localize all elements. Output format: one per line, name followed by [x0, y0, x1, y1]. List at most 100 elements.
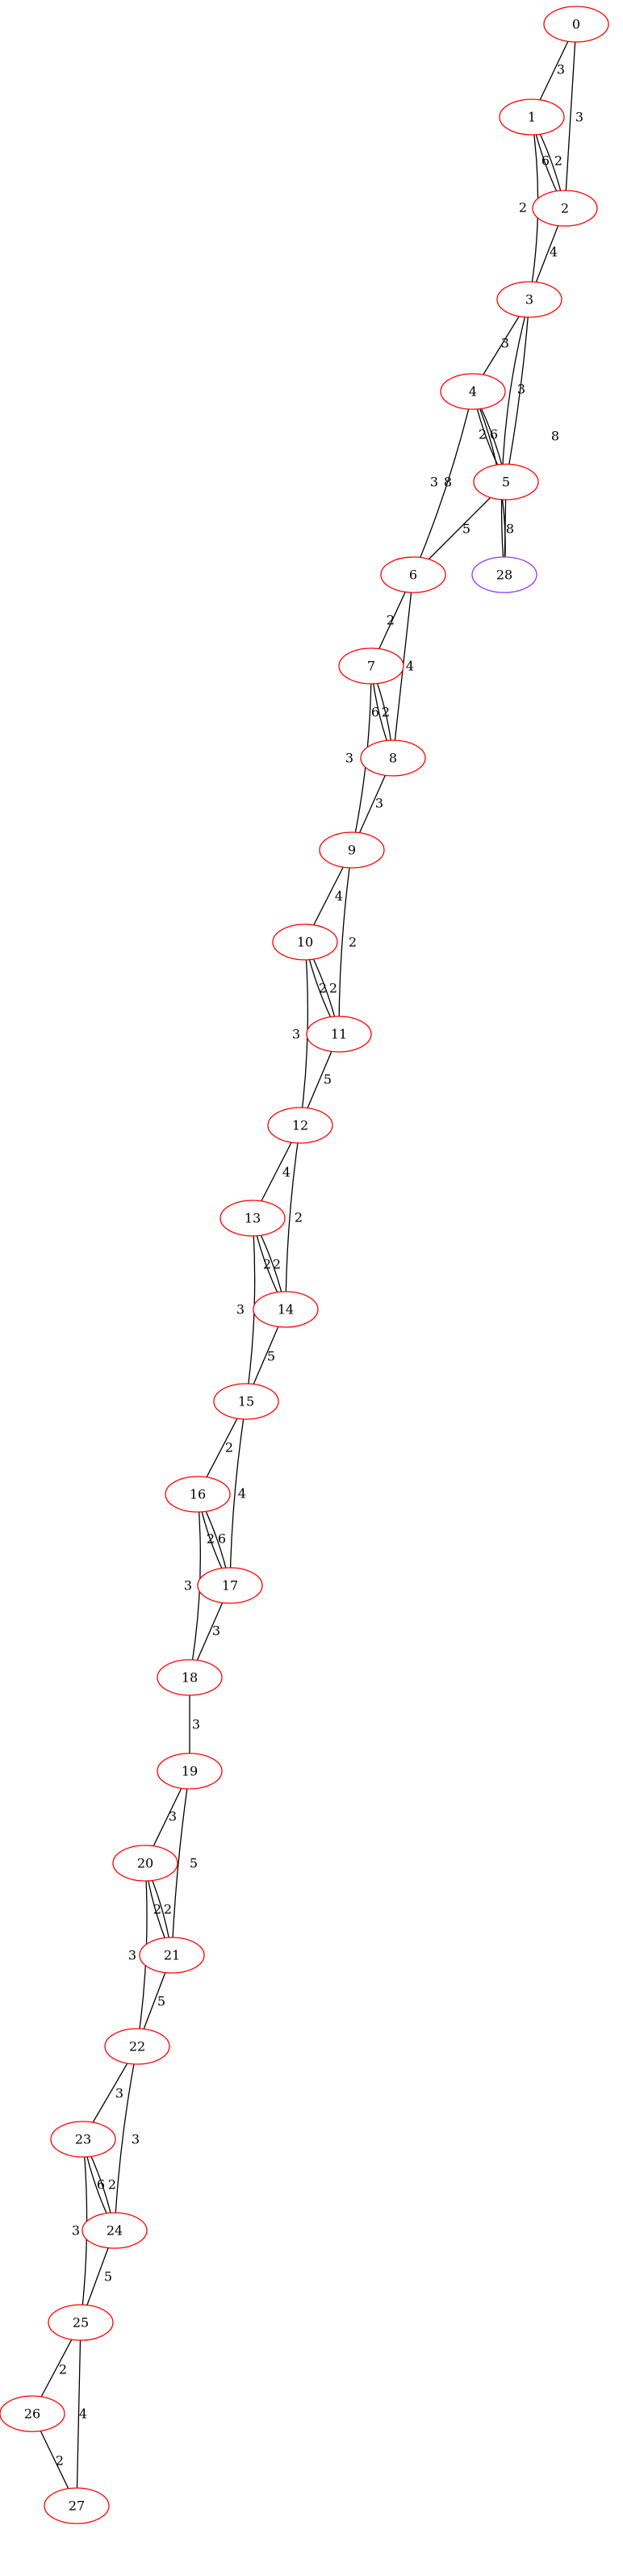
node-19-label: 19	[182, 1764, 198, 1779]
node-6-ellipse	[380, 556, 446, 593]
node-15-ellipse	[213, 1383, 279, 1420]
node-20: 20	[112, 1845, 178, 1882]
node-23-label: 23	[75, 2132, 91, 2147]
edge-weight-3-5: 3	[517, 382, 525, 397]
node-7-label: 7	[367, 659, 375, 674]
node-18-ellipse	[157, 1659, 223, 1696]
edge-weight-23-24: 6	[97, 2177, 105, 2193]
node-10-label: 10	[297, 935, 313, 950]
node-13-label: 13	[245, 1211, 261, 1226]
edge-weight-25-26: 2	[59, 2362, 67, 2377]
node-18: 18	[157, 1659, 223, 1696]
edge-weight-1-3: 2	[519, 200, 527, 216]
edge-weight-9-11: 2	[349, 935, 357, 950]
edge-4-6	[412, 391, 474, 576]
node-2-ellipse	[532, 190, 598, 227]
node-25-ellipse	[48, 2304, 114, 2341]
edge-3-5	[505, 299, 530, 483]
node-16: 16	[165, 1476, 231, 1513]
node-26-label: 26	[24, 2406, 40, 2422]
node-22-label: 22	[129, 2039, 145, 2055]
node-0-ellipse	[543, 6, 609, 43]
node-26-ellipse	[0, 2395, 65, 2432]
node-12-ellipse	[267, 1107, 333, 1144]
edge-weight-7-8: 6	[371, 705, 379, 720]
node-19: 19	[157, 1753, 223, 1790]
node-4-label: 4	[469, 384, 477, 400]
node-16-ellipse	[165, 1476, 231, 1513]
edge-weight-15-17: 4	[238, 1486, 246, 1502]
edge-weight-16-17: 2	[207, 1531, 215, 1547]
edge-weight-17-18: 3	[212, 1623, 220, 1639]
edge-weight-14-15: 5	[267, 1349, 275, 1364]
node-3-label: 3	[525, 292, 533, 308]
node-27-ellipse	[44, 2487, 110, 2524]
node-25-label: 25	[73, 2315, 89, 2331]
node-17-label: 17	[222, 1578, 238, 1594]
edge-weight-6-7: 2	[387, 613, 395, 628]
node-15: 15	[213, 1383, 279, 1420]
node-28-label: 28	[496, 568, 512, 583]
node-3-ellipse	[496, 281, 562, 318]
edge-weight-12-14: 2	[295, 1210, 303, 1225]
edge-weight-20-21: 2	[153, 1902, 161, 1917]
edge-weight-7-9: 3	[345, 751, 353, 766]
edge-weight-9-10: 4	[335, 889, 343, 904]
edge-weight-12-13: 4	[282, 1165, 291, 1180]
node-1: 1	[499, 98, 565, 136]
edge-weight-6-8: 4	[406, 659, 414, 674]
edge-weight-23-25: 3	[72, 2223, 80, 2239]
edge-weight-10-11: 2	[329, 981, 337, 996]
node-26: 26	[0, 2395, 65, 2432]
edge-weight-22-23: 3	[115, 2086, 123, 2101]
edge-0-2	[564, 23, 577, 209]
edge-weight-18-19: 3	[192, 1717, 200, 1732]
node-17: 17	[197, 1567, 263, 1604]
edge-weight-13-14: 2	[273, 1257, 281, 1272]
edge-weight-19-20: 3	[169, 1809, 177, 1824]
edge-22-24	[114, 2046, 138, 2231]
node-6: 6	[380, 556, 446, 593]
node-11: 11	[306, 1016, 372, 1053]
edge-weight-21-22: 5	[157, 1994, 165, 2009]
node-7-ellipse	[338, 647, 404, 685]
edge-weight-4-28: 8	[444, 475, 452, 490]
node-0: 0	[543, 6, 609, 43]
node-14: 14	[253, 1291, 319, 1328]
edge-weight-4-6: 3	[430, 475, 438, 490]
edge-weight-3-28: 8	[551, 429, 559, 444]
edge-weight-20-21: 2	[164, 1902, 172, 1917]
edge-weight-5-6: 5	[462, 521, 470, 537]
edge-15-17	[229, 1401, 247, 1586]
edge-weight-0-1: 3	[557, 62, 565, 77]
node-10: 10	[272, 924, 338, 961]
node-21-label: 21	[164, 1948, 180, 1963]
edge-weight-0-2: 3	[575, 110, 583, 125]
edge-weight-23-24: 2	[108, 2177, 116, 2193]
edge-weight-16-17: 6	[218, 1531, 226, 1547]
node-12-label: 12	[292, 1118, 308, 1133]
node-1-label: 1	[528, 110, 536, 125]
edge-19-21	[171, 1770, 190, 1956]
node-24: 24	[82, 2212, 148, 2249]
edge-weight-26-27: 2	[56, 2453, 64, 2469]
edge-weight-7-8: 2	[382, 705, 390, 720]
edge-weight-10-11: 2	[319, 981, 327, 996]
node-28-ellipse	[471, 556, 537, 593]
node-9: 9	[319, 831, 385, 869]
nodes-layer: 0123456789101112131415161718192021222324…	[0, 6, 609, 2524]
node-11-label: 11	[331, 1027, 347, 1042]
edge-weight-4-5: 6	[490, 427, 498, 442]
edge-weight-8-9: 3	[375, 796, 383, 811]
node-10-ellipse	[272, 924, 338, 961]
node-15-label: 15	[238, 1394, 254, 1409]
edge-weight-4-5: 2	[479, 427, 487, 442]
node-1-ellipse	[499, 98, 565, 136]
edge-weight-16-18: 3	[184, 1578, 192, 1594]
node-20-label: 20	[137, 1856, 153, 1871]
node-28: 28	[471, 556, 537, 593]
edge-weight-20-22: 3	[128, 1948, 136, 1963]
node-9-ellipse	[319, 831, 385, 869]
